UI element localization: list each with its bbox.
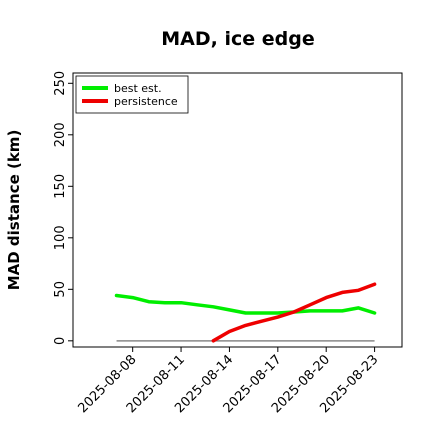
x-axis: 2025-08-082025-08-112025-08-142025-08-17…	[75, 347, 381, 416]
y-tick-label: 200	[53, 122, 68, 147]
y-axis: 0 50 100 150 200 250	[53, 71, 73, 345]
y-tick-label: 50	[53, 281, 68, 298]
chart-title: MAD, ice edge	[161, 28, 314, 50]
series-line-persistence	[211, 282, 377, 343]
y-tick-label: 150	[53, 174, 68, 199]
series-line-best-est	[114, 293, 377, 315]
y-tick-label: 0	[53, 337, 68, 345]
y-tick-label: 250	[53, 71, 68, 96]
y-axis-label: MAD distance (km)	[5, 130, 23, 291]
legend-box	[75, 75, 189, 114]
legend: best est. persistence	[75, 75, 189, 114]
plot-frame	[72, 72, 403, 348]
legend-label-best-est: best est.	[114, 82, 162, 95]
series-layer	[114, 282, 377, 343]
legend-label-persistence: persistence	[114, 95, 178, 108]
y-tick-label: 100	[53, 225, 68, 250]
